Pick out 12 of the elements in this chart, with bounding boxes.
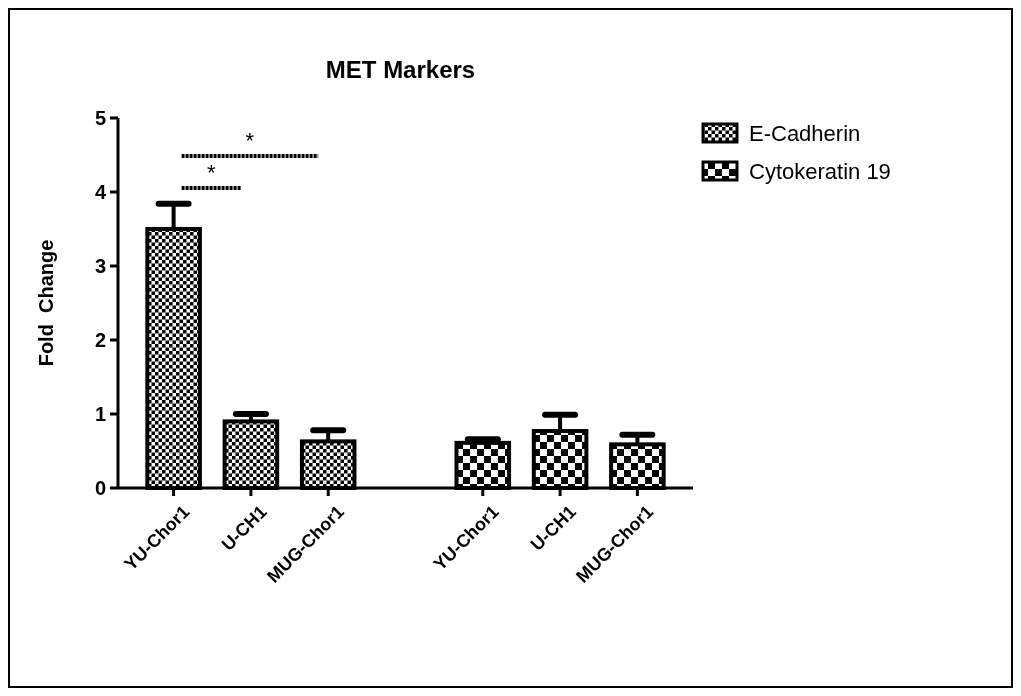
chart-title: MET Markers — [325, 56, 476, 83]
annotation: * — [245, 128, 255, 153]
legend-label: E-Cadherin — [749, 120, 861, 146]
y-axis-title: Fold Change — [35, 239, 57, 367]
y-tick-label: 0 — [94, 477, 106, 499]
y-tick-label: 1 — [94, 403, 106, 425]
y-tick-label: 3 — [94, 255, 106, 277]
y-tick-label: 2 — [94, 329, 106, 351]
legend-label: Cytokeratin 19 — [749, 158, 891, 184]
y-tick-label: 5 — [94, 107, 106, 129]
annotation: * — [206, 160, 216, 185]
y-tick-label: 4 — [94, 181, 107, 203]
